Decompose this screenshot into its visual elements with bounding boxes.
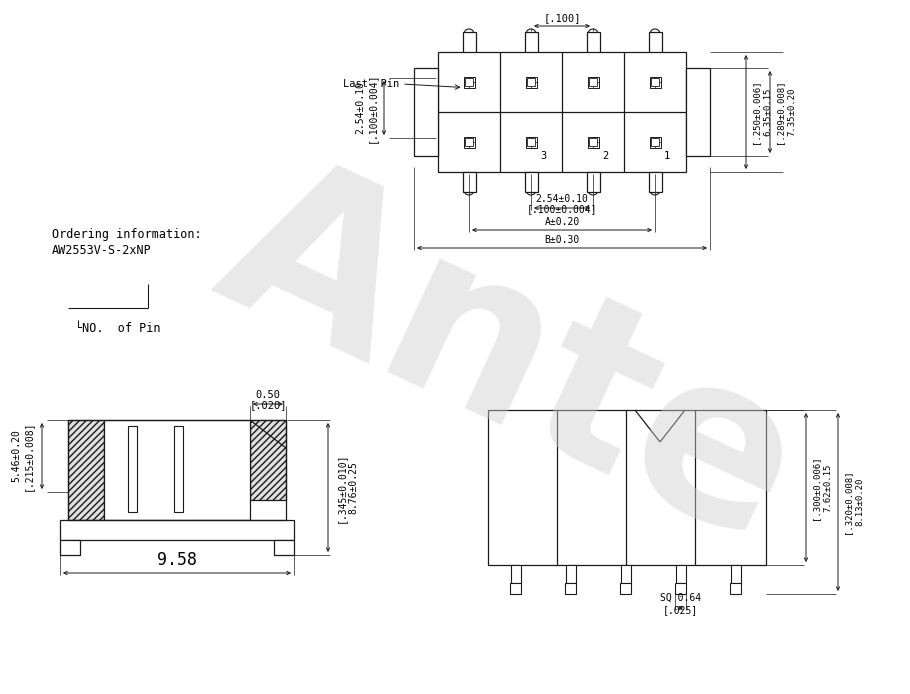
Bar — [465, 78, 473, 86]
Bar — [525, 137, 537, 148]
Bar — [250, 420, 286, 500]
Bar — [649, 32, 662, 53]
Bar — [524, 32, 538, 53]
Bar — [104, 420, 250, 520]
Text: [.215±0.008]: [.215±0.008] — [23, 421, 33, 491]
Bar — [274, 540, 294, 555]
Bar — [675, 583, 686, 594]
Text: 9.58: 9.58 — [157, 551, 197, 569]
Bar — [524, 172, 538, 192]
Bar — [587, 172, 600, 192]
Text: 6.35±0.15: 6.35±0.15 — [763, 88, 773, 136]
Bar — [525, 76, 537, 87]
Text: 2: 2 — [602, 151, 608, 161]
Text: [.020]: [.020] — [249, 400, 287, 410]
Bar — [488, 410, 766, 565]
Text: [.100±0.004]: [.100±0.004] — [527, 204, 597, 214]
Bar — [650, 137, 661, 148]
Bar — [565, 583, 576, 594]
Bar — [414, 68, 438, 156]
Bar — [686, 68, 710, 156]
Bar — [649, 172, 662, 192]
Text: AW2553V-S-2xNP: AW2553V-S-2xNP — [52, 244, 152, 257]
Text: Last  Pin: Last Pin — [343, 79, 399, 89]
Bar — [438, 52, 686, 172]
Text: 2.54±0.10: 2.54±0.10 — [355, 82, 365, 135]
Text: 8.76±0.25: 8.76±0.25 — [348, 461, 358, 514]
Bar — [463, 76, 474, 87]
Bar — [68, 420, 286, 520]
Text: 8.13±0.20: 8.13±0.20 — [855, 477, 864, 526]
Bar — [465, 138, 473, 146]
Bar — [511, 565, 521, 583]
Text: 5.46±0.20: 5.46±0.20 — [11, 430, 21, 482]
Text: [.025]: [.025] — [662, 605, 698, 615]
Text: 0.50: 0.50 — [256, 390, 280, 400]
Bar — [565, 565, 575, 583]
Text: SQ 0.64: SQ 0.64 — [660, 593, 701, 603]
Bar — [250, 420, 286, 500]
Bar — [731, 565, 741, 583]
Text: 3: 3 — [540, 151, 546, 161]
Bar — [587, 32, 600, 53]
Text: [.320±0.008]: [.320±0.008] — [844, 470, 853, 534]
Text: [.100]: [.100] — [543, 13, 581, 23]
Bar — [463, 137, 474, 148]
Text: Ordering information:: Ordering information: — [52, 228, 202, 241]
Text: A±0.20: A±0.20 — [544, 217, 580, 227]
Text: [.300±0.006]: [.300±0.006] — [812, 455, 821, 520]
Bar — [588, 76, 599, 87]
Bar — [588, 137, 599, 148]
Bar — [174, 426, 183, 512]
Bar — [68, 420, 104, 520]
Text: 7.62±0.15: 7.62±0.15 — [824, 464, 833, 511]
Bar — [510, 583, 521, 594]
Bar — [60, 540, 80, 555]
Bar — [462, 32, 476, 53]
Bar — [527, 78, 535, 86]
Bar — [620, 583, 631, 594]
Bar — [527, 138, 535, 146]
Bar — [650, 76, 661, 87]
Bar — [621, 565, 631, 583]
Bar — [462, 172, 476, 192]
Text: B±0.30: B±0.30 — [544, 235, 580, 245]
Text: [.250±0.006]: [.250±0.006] — [752, 80, 761, 144]
Text: └NO.  of Pin: └NO. of Pin — [75, 322, 160, 335]
Text: 1: 1 — [664, 151, 671, 161]
Bar — [651, 78, 659, 86]
Text: Ante: Ante — [188, 131, 832, 589]
Text: 2.54±0.10: 2.54±0.10 — [536, 194, 589, 204]
Bar — [675, 565, 685, 583]
Text: [.289±0.008]: [.289±0.008] — [775, 80, 784, 144]
Bar — [651, 138, 659, 146]
Bar — [68, 420, 104, 520]
Bar — [589, 138, 597, 146]
Text: 7.35±0.20: 7.35±0.20 — [787, 88, 796, 136]
Text: [.100±0.004]: [.100±0.004] — [367, 73, 377, 143]
Bar — [589, 78, 597, 86]
Text: [.345±0.010]: [.345±0.010] — [336, 452, 346, 523]
Bar — [127, 426, 136, 512]
Bar — [730, 583, 741, 594]
Bar — [60, 520, 294, 540]
